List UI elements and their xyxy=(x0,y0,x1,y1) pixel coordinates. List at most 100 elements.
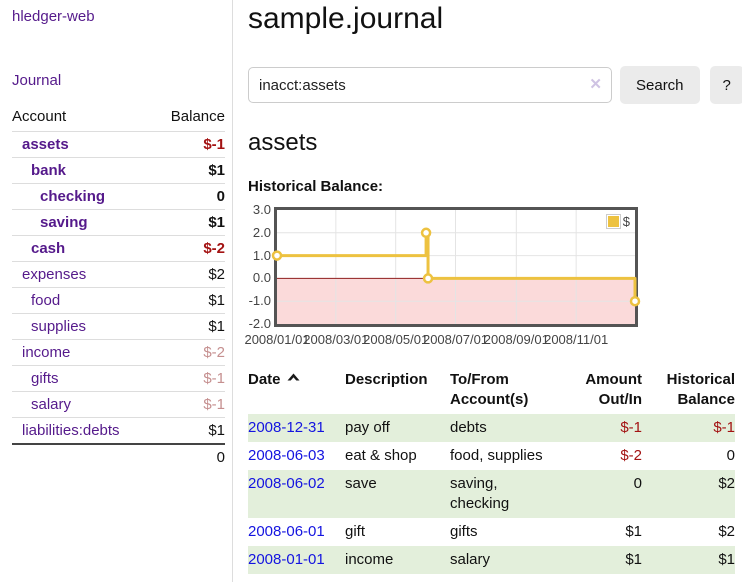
nav-journal-link[interactable]: Journal xyxy=(12,72,62,89)
legend-label: $ xyxy=(622,214,630,229)
column-header-balance: Historical Balance xyxy=(666,371,735,408)
account-link-salary[interactable]: salary xyxy=(31,396,72,413)
account-row-expenses: expenses $2 xyxy=(12,261,225,287)
account-row-assets: assets $-1 xyxy=(12,131,225,157)
transaction-date-link[interactable]: 2008-06-02 xyxy=(248,475,325,492)
account-balance: 0 xyxy=(216,188,225,205)
transaction-amount: $-1 xyxy=(620,419,642,436)
x-tick-label: 2008/01/01 xyxy=(244,332,310,347)
account-link-checking[interactable]: checking xyxy=(40,188,106,205)
transaction-description: gift xyxy=(345,523,366,540)
accounts-total-row: 0 xyxy=(12,443,225,470)
account-row-gifts: gifts $-1 xyxy=(12,365,225,391)
search-input[interactable] xyxy=(248,67,612,103)
account-row-salary: salary $-1 xyxy=(12,391,225,417)
register-row: 2008-12-31 pay off debts $-1 $-1 xyxy=(248,414,735,442)
account-row-food: food $1 xyxy=(12,287,225,313)
balance-column-header: Balance xyxy=(170,108,225,125)
transaction-accounts: salary xyxy=(450,551,491,568)
transaction-description: eat & shop xyxy=(345,447,417,464)
account-row-bank: bank $1 xyxy=(12,157,225,183)
column-header-accounts: To/From Account(s) xyxy=(450,371,529,408)
account-balance: $-2 xyxy=(203,344,225,361)
account-link-income[interactable]: income xyxy=(22,344,71,361)
transaction-accounts: debts xyxy=(450,419,487,436)
transaction-balance: $-1 xyxy=(713,419,735,436)
sidebar: hledger-web Journal Account Balance asse… xyxy=(0,0,233,582)
transaction-accounts: food, supplies xyxy=(450,447,543,464)
account-balance: $-1 xyxy=(203,136,225,153)
account-link-food[interactable]: food xyxy=(31,292,61,309)
transaction-balance: $2 xyxy=(718,523,735,540)
transaction-accounts: gifts xyxy=(450,523,478,540)
search-form: ✕ Search ? xyxy=(248,66,742,104)
account-link-liabilities-debts[interactable]: liabilities:debts xyxy=(22,422,120,439)
y-tick-label: 2.0 xyxy=(252,224,271,240)
transaction-amount: 0 xyxy=(633,475,642,492)
register-row: 2008-01-01 income salary $1 $1 xyxy=(248,546,735,574)
x-tick-label: 2008/11/01 xyxy=(544,332,609,347)
account-balance: $2 xyxy=(208,266,225,283)
brand-link[interactable]: hledger-web xyxy=(12,8,95,25)
transaction-balance: $1 xyxy=(718,551,735,568)
y-tick-label: 0.0 xyxy=(252,270,271,286)
transaction-date-link[interactable]: 2008-01-01 xyxy=(248,551,325,568)
account-balance: $1 xyxy=(208,162,225,179)
account-balance: $1 xyxy=(208,318,225,335)
transaction-description: save xyxy=(345,475,377,492)
account-balance: $-1 xyxy=(203,396,225,413)
transaction-balance: $2 xyxy=(718,475,735,492)
accounts-table-header: Account Balance xyxy=(12,104,225,131)
transaction-amount: $1 xyxy=(625,523,642,540)
y-tick-label: -1.0 xyxy=(248,293,271,309)
account-heading: assets xyxy=(248,129,318,156)
account-link-assets[interactable]: assets xyxy=(22,136,69,153)
account-link-cash[interactable]: cash xyxy=(31,240,66,257)
accounts-column-header: Account xyxy=(12,108,67,125)
legend-swatch-icon xyxy=(605,214,621,229)
account-link-saving[interactable]: saving xyxy=(40,214,88,231)
chart-title: Historical Balance: xyxy=(248,178,384,195)
y-tick-label: 3.0 xyxy=(252,202,271,217)
register-table: Date Description To/From Account(s) Amou… xyxy=(248,368,735,574)
column-header-date[interactable]: Date xyxy=(248,368,345,414)
x-tick-label: 2008/09/01 xyxy=(483,332,549,347)
accounts-total-value: 0 xyxy=(216,449,225,466)
transaction-description: pay off xyxy=(345,419,390,436)
main-content: sample.journal ✕ Search ? assets Histori… xyxy=(244,0,742,574)
accounts-table: Account Balance assets $-1 bank $1 check… xyxy=(12,104,225,470)
transaction-accounts: saving, checking xyxy=(450,475,510,512)
transaction-date-link[interactable]: 2008-12-31 xyxy=(248,419,325,436)
transaction-amount: $1 xyxy=(625,551,642,568)
chart-legend: $ xyxy=(605,214,630,229)
account-balance: $-1 xyxy=(203,370,225,387)
transaction-date-link[interactable]: 2008-06-01 xyxy=(248,523,325,540)
help-button[interactable]: ? xyxy=(709,66,742,104)
chart-x-axis: 2008/01/01 2008/03/01 2008/05/01 2008/07… xyxy=(244,332,635,348)
register-row: 2008-06-01 gift gifts $1 $2 xyxy=(248,518,735,546)
x-tick-label: 2008/03/01 xyxy=(303,332,369,347)
search-button[interactable]: Search xyxy=(620,66,700,104)
account-row-cash: cash $-2 xyxy=(12,235,225,261)
chart-y-axis: 3.0 2.0 1.0 0.0 -1.0 -2.0 xyxy=(248,202,271,331)
y-tick-label: 1.0 xyxy=(252,247,271,263)
account-link-gifts[interactable]: gifts xyxy=(31,370,59,387)
chart-plot-area[interactable]: $ xyxy=(271,207,641,327)
account-row-liabilities-debts: liabilities:debts $1 xyxy=(12,417,225,443)
account-link-supplies[interactable]: supplies xyxy=(31,318,87,335)
transaction-amount: $-2 xyxy=(620,447,642,464)
account-balance: $1 xyxy=(208,422,225,439)
register-row: 2008-06-03 eat & shop food, supplies $-2… xyxy=(248,442,735,470)
account-link-bank[interactable]: bank xyxy=(31,162,67,179)
page-title: sample.journal xyxy=(248,2,444,35)
account-balance: $-2 xyxy=(203,240,225,257)
clear-search-icon[interactable]: ✕ xyxy=(589,76,602,93)
account-row-income: income $-2 xyxy=(12,339,225,365)
transaction-balance: 0 xyxy=(726,447,735,464)
account-link-expenses[interactable]: expenses xyxy=(22,266,87,283)
register-row: 2008-06-02 save saving, checking 0 $2 xyxy=(248,470,735,518)
x-tick-label: 2008/05/01 xyxy=(363,332,429,347)
transaction-date-link[interactable]: 2008-06-03 xyxy=(248,447,325,464)
x-tick-label: 2008/07/01 xyxy=(422,332,489,347)
column-header-description: Description xyxy=(345,371,428,388)
